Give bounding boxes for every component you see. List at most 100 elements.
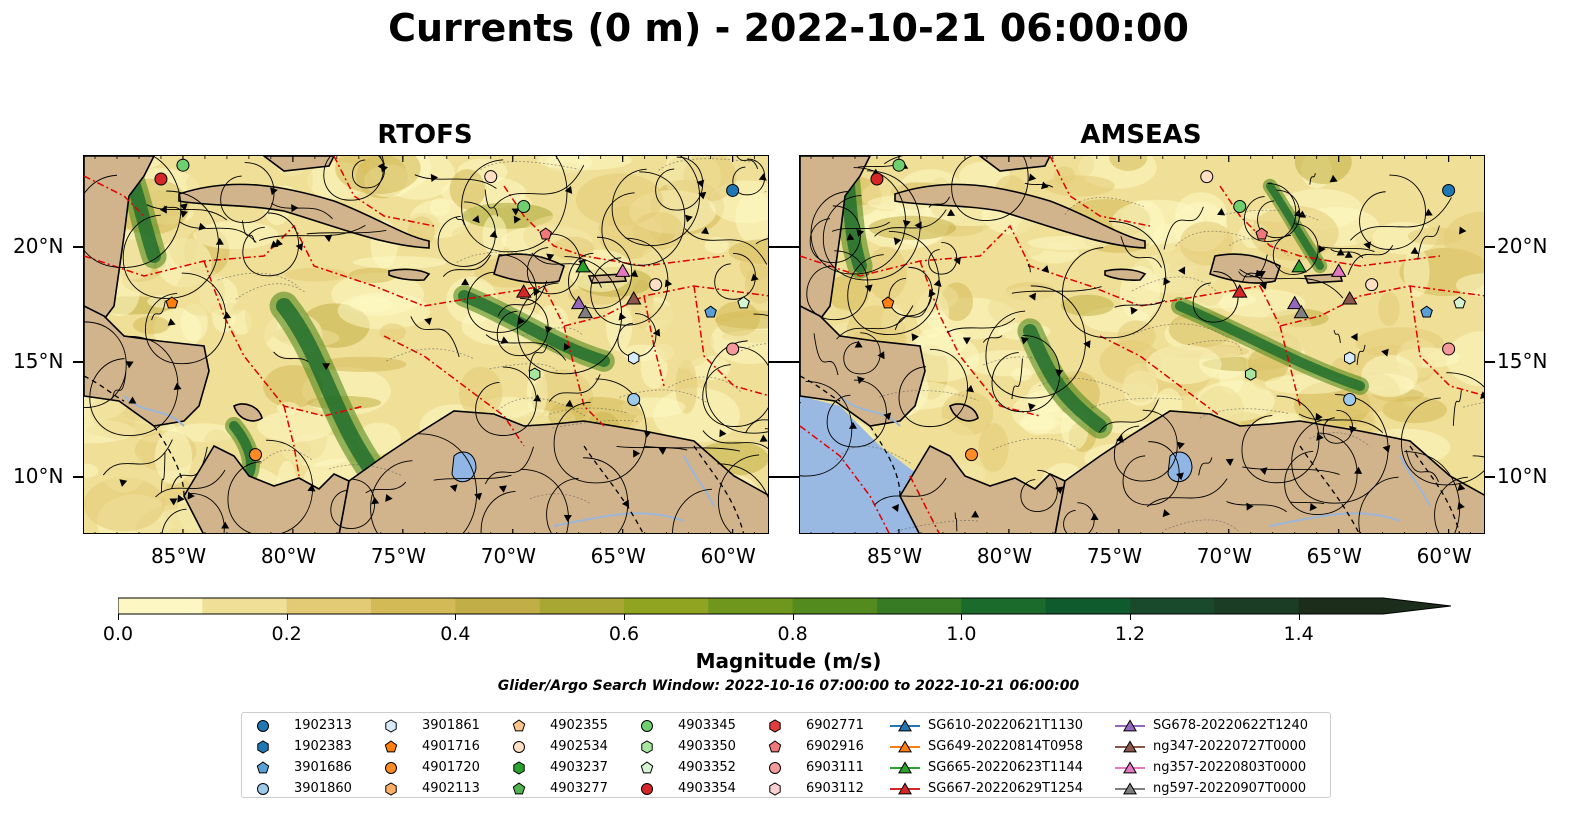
map-canvas	[800, 156, 1484, 533]
glider-marker[interactable]	[515, 284, 532, 298]
x-tick-label: 65°W	[590, 544, 646, 568]
argo-float-marker[interactable]	[1365, 278, 1379, 292]
hexagon-marker-icon	[641, 739, 653, 754]
glider-marker[interactable]	[1341, 290, 1358, 305]
colorbar-segment	[792, 598, 878, 614]
colorbar-segment	[1130, 598, 1215, 614]
legend-label: 4903350	[678, 739, 736, 754]
argo-float-marker[interactable]	[881, 296, 895, 309]
legend-item: SG665-20220623T1144	[888, 757, 1083, 778]
legend-item: 3901686	[254, 757, 352, 778]
map-amseas[interactable]	[799, 155, 1485, 534]
legend-label: 6903112	[806, 781, 864, 796]
legend-item: 3901860	[254, 778, 352, 799]
legend-label: 4901720	[422, 760, 480, 775]
colorbar-segment	[118, 598, 203, 614]
colorbar-tick-mark	[1130, 614, 1131, 620]
legend-item: 4901720	[382, 757, 480, 778]
legend-item: 4903352	[638, 757, 736, 778]
x-tick-label: 70°W	[1196, 544, 1252, 568]
argo-float-marker[interactable]	[726, 183, 740, 197]
argo-float-marker[interactable]	[1453, 296, 1466, 309]
legend-item: 4902113	[382, 778, 480, 799]
argo-float-marker[interactable]	[539, 227, 552, 240]
pentagon-marker-icon	[256, 760, 270, 773]
argo-float-marker[interactable]	[704, 305, 717, 318]
argo-float-marker[interactable]	[165, 296, 179, 309]
legend-label: 6902916	[806, 739, 864, 754]
legend-label: 4902113	[422, 781, 480, 796]
pentagon-marker-icon	[512, 718, 526, 731]
panel-title-amseas: AMSEAS	[1080, 120, 1202, 150]
glider-marker[interactable]	[614, 263, 631, 277]
argo-float-marker[interactable]	[628, 351, 640, 365]
colorbar-tick-label: 1.0	[946, 623, 977, 645]
colorbar-segment	[1045, 598, 1131, 614]
y-tick-mark	[769, 360, 799, 363]
argo-float-marker[interactable]	[649, 278, 663, 292]
argo-float-marker[interactable]	[1442, 183, 1456, 197]
glider-marker[interactable]	[1231, 284, 1248, 298]
argo-float-marker[interactable]	[517, 200, 531, 214]
triangle-marker-icon	[890, 739, 920, 752]
legend-label: 4903237	[550, 760, 608, 775]
argo-float-marker[interactable]	[1442, 342, 1456, 356]
argo-float-marker[interactable]	[1200, 170, 1214, 184]
triangle-marker-icon	[1115, 739, 1145, 752]
argo-float-marker[interactable]	[249, 448, 262, 462]
argo-float-marker[interactable]	[965, 448, 978, 462]
hexagon-marker-icon	[385, 718, 397, 733]
colorbar-tick-mark	[455, 614, 457, 620]
argo-float-marker[interactable]	[484, 170, 498, 184]
argo-float-marker[interactable]	[154, 172, 168, 186]
y-tick-label-left: 10°N	[13, 463, 64, 488]
argo-float-marker[interactable]	[1420, 305, 1433, 318]
argo-float-marker[interactable]	[870, 172, 884, 186]
colorbar-tick-mark	[118, 614, 119, 620]
glider-marker[interactable]	[577, 304, 594, 319]
glider-marker[interactable]	[575, 258, 591, 273]
argo-float-marker[interactable]	[892, 158, 906, 172]
glider-marker[interactable]	[625, 290, 642, 305]
glider-marker[interactable]	[1330, 263, 1347, 277]
legend-label: 1902383	[294, 739, 352, 754]
glider-marker[interactable]	[1293, 304, 1310, 319]
legend-label: 4903277	[550, 781, 608, 796]
argo-float-marker[interactable]	[176, 158, 190, 172]
y-tick-label-left: 20°N	[13, 233, 64, 258]
legend-label: 4902355	[550, 718, 608, 733]
glider-marker[interactable]	[1291, 258, 1307, 273]
colorbar-segment	[371, 598, 456, 614]
argo-float-marker[interactable]	[1343, 392, 1357, 406]
legend-item: 4903277	[510, 778, 608, 799]
legend-item: 4903354	[638, 778, 736, 799]
legend-item: 6902916	[766, 736, 864, 757]
colorbar-segment	[455, 598, 541, 614]
argo-float-marker[interactable]	[726, 342, 740, 356]
argo-float-marker[interactable]	[1245, 367, 1257, 381]
argo-float-marker[interactable]	[529, 367, 541, 381]
triangle-marker-icon	[1115, 781, 1145, 794]
legend-item: ng347-20220727T0000	[1113, 736, 1306, 757]
legend-label: 6903111	[806, 760, 864, 775]
map-rtofs[interactable]	[83, 155, 769, 534]
colorbar-tick-mark	[624, 614, 625, 620]
glider-marker[interactable]	[1286, 295, 1303, 310]
legend-item: 6903112	[766, 778, 864, 799]
legend-label: 6902771	[806, 718, 864, 733]
argo-float-marker[interactable]	[1344, 351, 1356, 365]
legend-label: 3901686	[294, 760, 352, 775]
argo-float-marker[interactable]	[1255, 227, 1268, 240]
legend-item: ng597-20220907T0000	[1113, 778, 1306, 799]
glider-marker[interactable]	[570, 295, 587, 310]
x-tick-label: 85°W	[150, 544, 207, 568]
argo-float-marker[interactable]	[737, 296, 750, 309]
legend-label: ng597-20220907T0000	[1153, 781, 1307, 796]
circle-marker-icon	[641, 782, 653, 795]
colorbar-segment	[1214, 598, 1300, 614]
pentagon-marker-icon	[640, 760, 654, 773]
argo-float-marker[interactable]	[627, 392, 641, 406]
argo-float-marker[interactable]	[1233, 200, 1247, 214]
y-tick-mark	[1485, 475, 1495, 478]
colorbar-tick-label: 1.2	[1114, 623, 1146, 645]
